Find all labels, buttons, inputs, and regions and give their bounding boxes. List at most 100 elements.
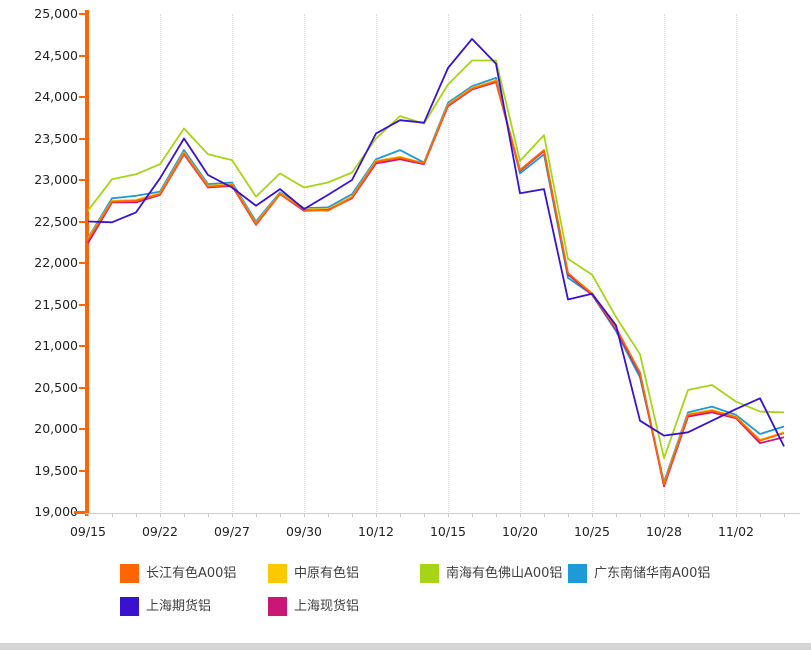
x-axis-tick [472,513,473,517]
y-axis-tick-label: 25,000 [34,6,78,21]
y-axis-tick [79,386,85,389]
gridline [448,14,449,512]
x-axis-tick-label: 09/15 [69,524,107,539]
y-axis-tick [79,511,85,513]
gridline [736,14,737,512]
legend-label: 长江有色A00铝 [146,565,237,581]
legend-item-1[interactable]: 中原有色铝 [268,563,420,583]
x-axis-tick [376,513,377,517]
x-axis-tick [112,513,113,517]
y-axis-tick [79,137,85,140]
series-line-4 [87,38,785,447]
legend-label: 南海有色佛山A00铝 [446,565,563,581]
x-axis-tick [136,513,137,517]
x-axis-tick [400,513,401,517]
x-axis-tick [688,513,689,517]
x-axis-tick [184,513,185,517]
legend: 长江有色A00铝 中原有色铝 南海有色佛山A00铝 广东南储华南A00铝上海期货铝 上海… [120,563,710,616]
gridline [160,14,161,512]
x-axis-tick [736,513,737,517]
y-axis-tick-label: 23,000 [34,172,78,187]
y-axis-tick [79,179,85,181]
legend-swatch-icon [268,596,287,616]
legend-item-5[interactable]: 上海现货铝 [268,596,420,616]
y-axis-tick [79,220,85,223]
y-axis-tick [79,303,85,306]
y-axis-tick-label: 24,500 [34,47,78,63]
legend-swatch-icon [568,563,587,583]
x-axis-tick [208,513,209,517]
x-axis-tick [424,513,425,517]
legend-label: 上海现货铝 [294,598,360,614]
y-axis-tick [79,345,85,347]
gridline [592,14,593,512]
x-axis-tick [568,513,569,517]
y-axis-tick-label: 19,500 [34,462,78,478]
series-line-5 [87,81,785,488]
gridline [232,14,233,512]
gridline [376,14,377,512]
x-axis-tick [328,513,329,517]
x-axis-tick-label: 11/02 [717,524,755,539]
x-axis-tick-label: 09/30 [285,524,323,539]
legend-item-3[interactable]: 广东南储华南A00铝 [568,563,710,583]
gridline [664,14,665,512]
y-axis-tick-label: 21,000 [34,338,78,353]
x-axis-tick-label: 10/20 [501,524,539,539]
x-axis-tick [520,513,521,517]
gridline [304,14,305,512]
y-axis-tick-label: 24,000 [34,89,78,104]
x-axis-tick [232,513,233,517]
x-axis-tick [304,513,305,517]
y-axis-tick-label: 20,000 [34,421,78,436]
y-axis-tick-label: 20,500 [34,379,78,395]
y-axis-tick-label: 21,500 [34,296,78,312]
y-axis-tick [79,469,85,472]
y-axis-tick-label: 22,500 [34,213,78,229]
legend-item-4[interactable]: 上海期货铝 [120,596,268,616]
legend-item-0[interactable]: 长江有色A00铝 [120,563,268,583]
x-axis-tick [352,513,353,517]
legend-swatch-icon [120,596,139,616]
legend-swatch-icon [268,563,287,583]
y-axis-tick [79,428,85,430]
x-axis-tick [160,513,161,517]
y-axis-tick [79,13,85,15]
x-axis-tick [640,513,641,517]
x-axis-tick [544,513,545,517]
x-axis-tick-label: 10/15 [429,524,467,539]
legend-label: 广东南储华南A00铝 [594,565,711,581]
x-axis-tick [448,513,449,517]
x-axis-tick [784,513,785,517]
x-axis-tick [760,513,761,517]
legend-label: 上海期货铝 [146,598,212,614]
x-axis-tick-label: 09/27 [213,524,251,539]
y-axis-tick-label: 19,000 [34,504,78,519]
legend-swatch-icon [420,563,439,583]
x-axis-tick [592,513,593,517]
y-axis-tick [79,262,85,264]
legend-item-2[interactable]: 南海有色佛山A00铝 [420,563,568,583]
y-axis-tick [79,96,85,98]
y-axis-tick-label: 23,500 [34,130,78,146]
x-axis-tick [616,513,617,517]
bottom-scroll-strip [0,643,811,650]
x-axis-tick-label: 10/12 [357,524,395,539]
series-line-2 [87,59,785,460]
x-axis-tick [664,513,665,517]
x-axis-tick-label: 09/22 [141,524,179,539]
x-axis-line [85,513,800,514]
series-line-1 [87,79,785,485]
y-axis-tick-label: 22,000 [34,255,78,270]
gridline [520,14,521,512]
legend-label: 中原有色铝 [294,565,360,581]
x-axis-tick [280,513,281,517]
y-axis-line [85,10,89,516]
x-axis-tick-label: 10/25 [573,524,611,539]
x-axis-tick [88,513,89,517]
x-axis-tick [712,513,713,517]
x-axis-tick [256,513,257,517]
x-axis-tick-label: 10/28 [645,524,683,539]
